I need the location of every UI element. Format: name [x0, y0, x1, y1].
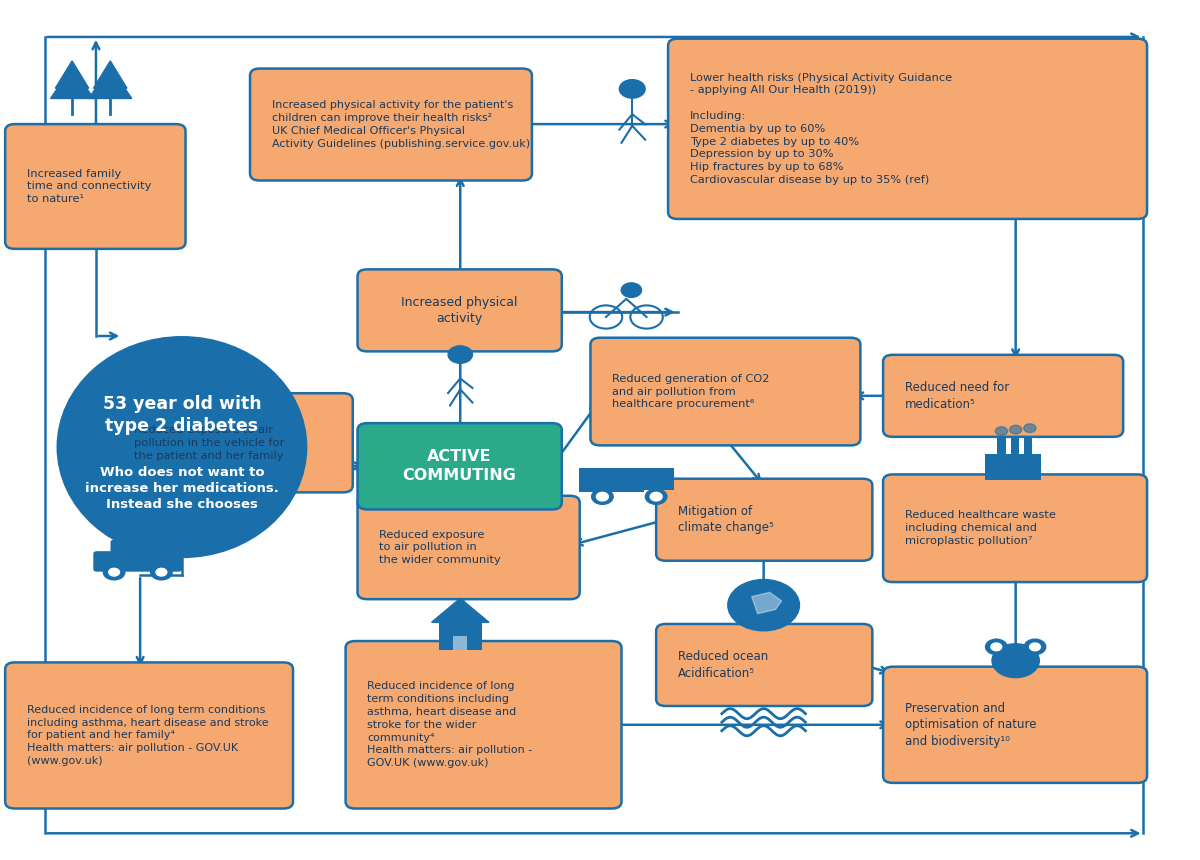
Text: Increased physical
activity: Increased physical activity — [402, 296, 518, 325]
Text: Reduced healthcare waste
including chemical and
microplastic pollution⁷: Reduced healthcare waste including chemi… — [905, 511, 1056, 546]
Circle shape — [448, 346, 473, 363]
Circle shape — [622, 283, 642, 298]
FancyBboxPatch shape — [94, 551, 182, 572]
Circle shape — [156, 568, 167, 576]
Text: Reduced exposure
to air pollution in
the wider community: Reduced exposure to air pollution in the… — [379, 530, 500, 565]
Text: Who does not want to
increase her medications.
Instead she chooses: Who does not want to increase her medica… — [85, 465, 278, 511]
Polygon shape — [55, 61, 89, 89]
Text: 53 year old with
type 2 diabetes: 53 year old with type 2 diabetes — [103, 395, 262, 434]
FancyBboxPatch shape — [5, 124, 186, 249]
FancyBboxPatch shape — [110, 539, 164, 556]
FancyBboxPatch shape — [358, 423, 562, 509]
Polygon shape — [89, 67, 132, 99]
FancyBboxPatch shape — [997, 436, 1006, 454]
Text: Preservation and
optimisation of nature
and biodiversity¹⁰: Preservation and optimisation of nature … — [905, 702, 1036, 748]
Text: Reduced ocean
Acidification⁵: Reduced ocean Acidification⁵ — [678, 650, 768, 679]
Circle shape — [1009, 426, 1021, 434]
FancyBboxPatch shape — [883, 666, 1147, 783]
Text: Reduced incidence of long
term conditions including
asthma, heart disease and
st: Reduced incidence of long term condition… — [367, 681, 533, 768]
FancyBboxPatch shape — [454, 636, 468, 649]
Polygon shape — [94, 61, 127, 89]
Text: Increased family
time and connectivity
to nature¹: Increased family time and connectivity t… — [26, 169, 151, 205]
Polygon shape — [50, 67, 94, 99]
FancyBboxPatch shape — [668, 39, 1147, 219]
FancyBboxPatch shape — [250, 69, 532, 181]
Ellipse shape — [56, 336, 307, 558]
FancyBboxPatch shape — [656, 624, 872, 706]
Circle shape — [1024, 424, 1036, 433]
FancyBboxPatch shape — [644, 469, 674, 490]
Text: Lower health risks (Physical Activity Guidance
- applying All Our Health (2019)): Lower health risks (Physical Activity Gu… — [690, 72, 952, 185]
Circle shape — [991, 643, 1002, 651]
FancyBboxPatch shape — [439, 623, 481, 649]
Text: Mitigation of
climate change⁵: Mitigation of climate change⁵ — [678, 505, 773, 534]
Text: Reduced incidence of long term conditions
including asthma, heart disease and st: Reduced incidence of long term condition… — [26, 705, 269, 766]
Text: Reduced generation of CO2
and air pollution from
healthcare procurement⁶: Reduced generation of CO2 and air pollut… — [612, 374, 769, 409]
Circle shape — [592, 489, 613, 504]
FancyBboxPatch shape — [1024, 436, 1032, 454]
Text: Reduced exposure to air
pollution in the vehicle for
the patient and her family: Reduced exposure to air pollution in the… — [134, 425, 284, 461]
FancyBboxPatch shape — [5, 662, 293, 808]
Circle shape — [151, 564, 172, 580]
Polygon shape — [751, 593, 781, 614]
Circle shape — [650, 493, 662, 501]
Circle shape — [619, 80, 646, 98]
FancyBboxPatch shape — [883, 355, 1123, 437]
Circle shape — [992, 644, 1039, 678]
FancyBboxPatch shape — [656, 479, 872, 561]
Circle shape — [1025, 639, 1045, 654]
Text: Reduced need for
medication⁵: Reduced need for medication⁵ — [905, 381, 1009, 410]
FancyBboxPatch shape — [1010, 436, 1019, 454]
Circle shape — [646, 489, 667, 504]
Circle shape — [985, 639, 1007, 654]
FancyBboxPatch shape — [113, 393, 353, 493]
Polygon shape — [432, 599, 488, 623]
Text: Increased physical activity for the patient's
children can improve their health : Increased physical activity for the pati… — [271, 101, 529, 149]
FancyBboxPatch shape — [985, 454, 1042, 480]
Circle shape — [596, 493, 608, 501]
Circle shape — [728, 580, 799, 630]
Text: ACTIVE
COMMUTING: ACTIVE COMMUTING — [403, 449, 516, 483]
FancyBboxPatch shape — [590, 338, 860, 445]
FancyBboxPatch shape — [358, 269, 562, 352]
Circle shape — [103, 564, 125, 580]
Circle shape — [1030, 643, 1040, 651]
FancyBboxPatch shape — [346, 641, 622, 808]
FancyBboxPatch shape — [358, 496, 580, 599]
Circle shape — [995, 427, 1008, 435]
FancyBboxPatch shape — [578, 468, 644, 492]
Circle shape — [109, 568, 120, 576]
FancyBboxPatch shape — [883, 475, 1147, 582]
